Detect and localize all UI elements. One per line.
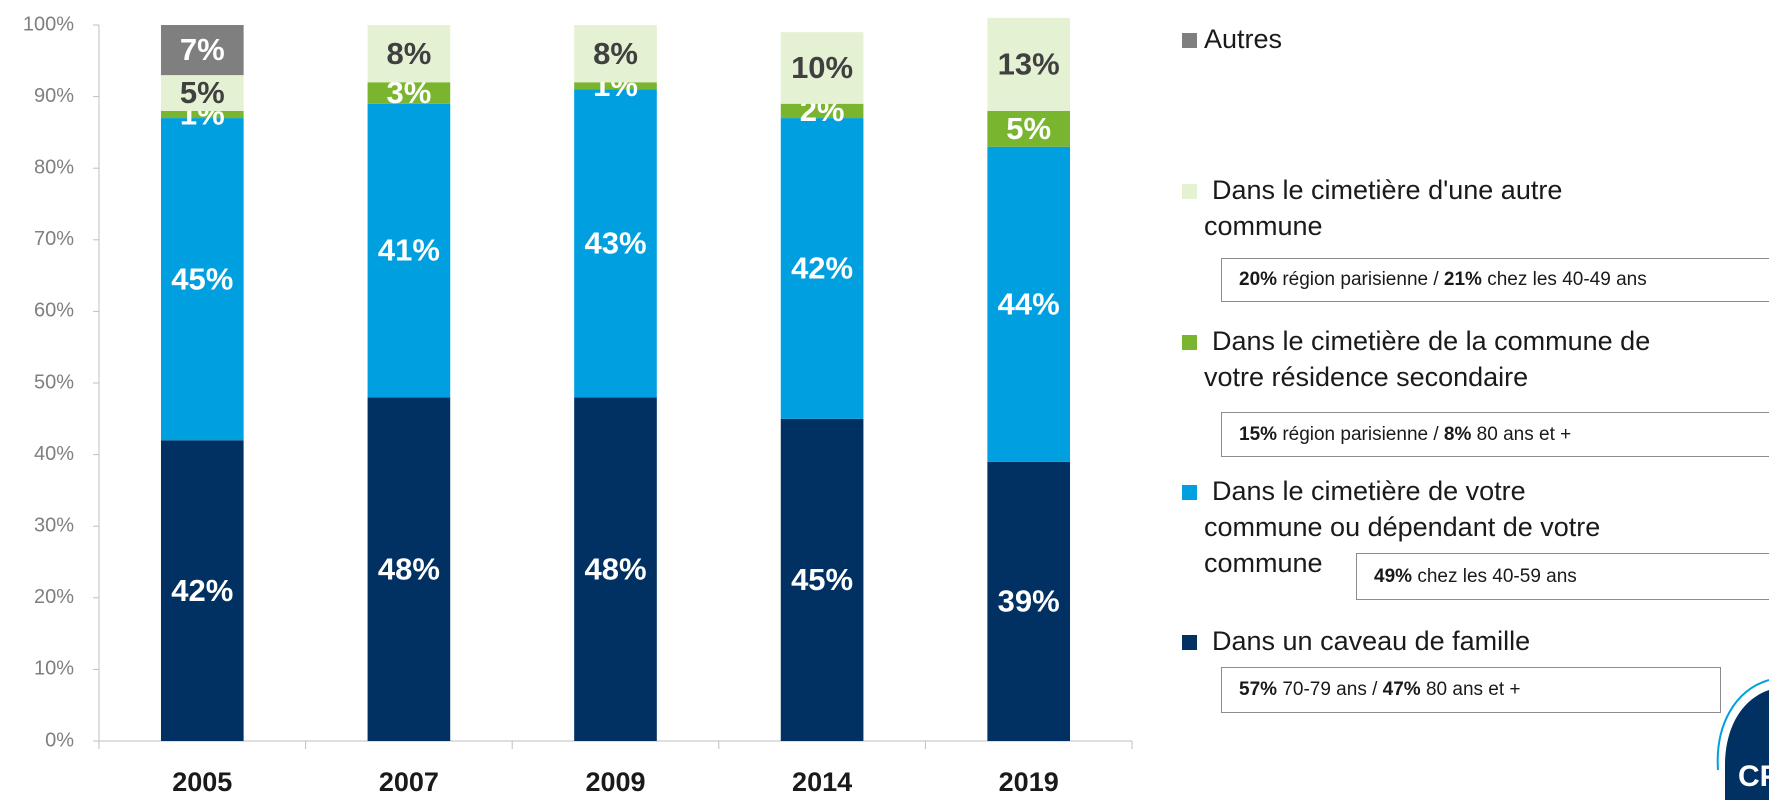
bar-segment (780, 418, 864, 741)
logo-arc (1716, 679, 1769, 771)
data-label: 45% (171, 261, 233, 296)
bar-segment (987, 17, 1071, 111)
bar-segment (160, 25, 244, 76)
legend-label: Dans le cimetière de votre commune ou dé… (1204, 476, 1601, 578)
legend-label: Dans le cimetière d'une autre commune (1204, 175, 1563, 241)
data-label: 39% (998, 584, 1060, 619)
data-label: 10% (791, 50, 853, 85)
x-tick-label: 2005 (172, 767, 232, 797)
bar-segment (160, 440, 244, 741)
logo-text: CP (1738, 760, 1769, 793)
x-tick-label: 2007 (379, 767, 439, 797)
bar-segment (780, 32, 864, 104)
note-text: 80 ans et + (1425, 679, 1521, 700)
bar-segment (780, 103, 864, 119)
legend-label: Autres (1204, 24, 1283, 54)
x-tick-label: 2019 (999, 767, 1059, 797)
note-text: 49% (1374, 565, 1413, 587)
note-text: 70-79 ans / (1282, 679, 1378, 700)
y-tick-label: 50% (34, 371, 74, 393)
bar-segment (367, 25, 451, 83)
note-text: chez les 40-59 ans (1417, 565, 1577, 587)
bar-segment (367, 82, 451, 104)
bar-segment (987, 146, 1071, 462)
note-text: 15% (1239, 423, 1278, 445)
legend-marker (1182, 33, 1197, 48)
bar-segment (367, 103, 451, 398)
note-text: 80 ans et + (1476, 423, 1572, 445)
legend-marker (1182, 184, 1197, 199)
y-tick-label: 60% (34, 300, 74, 322)
note-text: 21% (1443, 269, 1482, 290)
note-box: 57% 70-79 ans / 47% 80 ans et + (1221, 667, 1721, 713)
bar-segment (160, 75, 244, 111)
bar-segment (574, 82, 657, 90)
note-text: région parisienne / (1282, 269, 1439, 290)
y-tick-label: 30% (34, 514, 74, 536)
note-box: 20% région parisienne / 21% chez les 40-… (1221, 258, 1769, 302)
note-text: 57% (1239, 679, 1278, 700)
note-box: 49% chez les 40-59 ans (1356, 553, 1769, 600)
y-tick-label: 100% (23, 13, 74, 35)
data-label: 13% (998, 47, 1060, 82)
bar-segment (987, 110, 1071, 147)
y-tick-label: 90% (34, 85, 74, 107)
note-text: 47% (1382, 679, 1421, 700)
x-tick-label: 2009 (585, 767, 645, 797)
data-label: 45% (791, 562, 853, 597)
data-label: 42% (791, 251, 853, 286)
y-tick-label: 0% (45, 729, 74, 751)
legend-label: Dans un caveau de famille (1212, 626, 1531, 656)
bar-segment (367, 397, 451, 741)
legend-marker (1182, 635, 1197, 650)
bar-segment (780, 118, 864, 419)
bar-segment (160, 110, 244, 119)
note-box: 15% région parisienne / 8% 80 ans et + (1221, 412, 1769, 457)
data-label: 8% (593, 36, 638, 71)
data-label: 48% (378, 551, 440, 586)
note-text: région parisienne / (1282, 423, 1439, 445)
note-text: 8% (1443, 423, 1472, 445)
data-label: 5% (1006, 111, 1051, 146)
data-label: 43% (584, 226, 646, 261)
note-text: 20% (1239, 269, 1278, 290)
note-text: chez les 40-49 ans (1487, 269, 1647, 290)
data-label: 5% (180, 75, 225, 110)
data-label: 44% (998, 286, 1060, 321)
bar-segment (987, 461, 1071, 741)
y-tick-label: 20% (34, 586, 74, 608)
y-tick-label: 10% (34, 658, 74, 680)
legend-marker (1182, 335, 1197, 350)
data-label: 7% (180, 32, 225, 67)
data-label: 41% (378, 233, 440, 268)
y-tick-label: 40% (34, 443, 74, 465)
data-label: 8% (386, 36, 431, 71)
data-label: 42% (171, 573, 233, 608)
legend-label: Dans le cimetière de la commune de votre… (1204, 326, 1651, 392)
x-tick-label: 2014 (792, 767, 852, 797)
data-label: 48% (584, 551, 646, 586)
y-tick-label: 70% (34, 228, 74, 250)
bar-segment (574, 89, 657, 398)
bar-segment (160, 118, 244, 441)
bar-segment (574, 25, 657, 83)
logo (1725, 690, 1769, 800)
y-tick-label: 80% (34, 156, 74, 178)
bar-segment (574, 397, 657, 741)
legend-marker (1182, 485, 1197, 500)
